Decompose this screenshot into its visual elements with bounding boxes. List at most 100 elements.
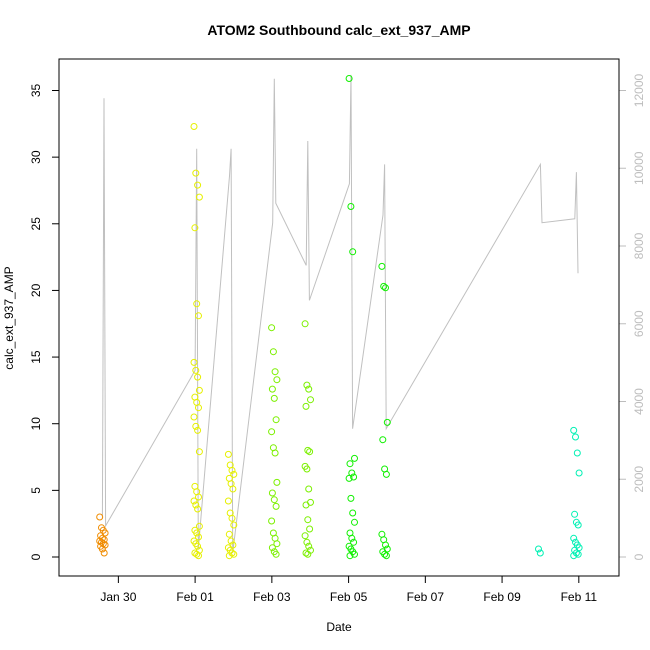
- data-point: [230, 470, 238, 478]
- data-point: [303, 381, 311, 389]
- data-point: [271, 368, 279, 376]
- data-point: [571, 510, 579, 518]
- data-point: [347, 494, 355, 502]
- y-tick-label: 35: [29, 84, 43, 98]
- data-point: [270, 496, 278, 504]
- data-point: [224, 497, 232, 505]
- data-point: [304, 516, 312, 524]
- data-point: [351, 454, 358, 462]
- x-tick-label: Jan 30: [100, 590, 136, 604]
- data-point: [570, 552, 578, 560]
- data-point: [228, 514, 236, 522]
- data-point: [382, 470, 390, 478]
- y-tick-label: 30: [29, 150, 43, 164]
- chart-title: ATOM2 Southbound calc_ext_937_AMP: [207, 22, 470, 38]
- data-point: [302, 549, 310, 557]
- data-points-layer: [96, 75, 583, 560]
- data-point: [268, 544, 276, 552]
- data-point: [379, 436, 387, 444]
- data-point: [351, 550, 358, 558]
- data-point: [195, 404, 202, 412]
- y2-tick-label: 10000: [632, 151, 646, 185]
- data-point: [225, 552, 233, 560]
- data-point: [301, 320, 309, 328]
- data-point: [192, 366, 200, 374]
- data-point: [535, 545, 542, 553]
- data-point: [225, 530, 233, 538]
- data-point: [228, 466, 236, 474]
- data-point: [227, 537, 235, 545]
- data-point: [268, 517, 276, 525]
- data-point: [193, 550, 201, 558]
- data-point: [192, 422, 200, 430]
- data-point: [268, 324, 276, 332]
- y-tick-label: 25: [29, 217, 43, 231]
- data-point: [347, 203, 355, 210]
- data-point: [382, 552, 390, 560]
- data-point: [191, 224, 199, 232]
- x-tick-label: Feb 07: [407, 590, 445, 604]
- data-point: [570, 426, 578, 434]
- x-tick-label: Feb 01: [176, 590, 214, 604]
- data-point: [272, 550, 280, 558]
- data-point: [230, 521, 238, 529]
- data-point: [194, 505, 202, 513]
- data-point: [193, 529, 201, 537]
- data-point: [350, 538, 358, 546]
- data-point: [273, 376, 281, 384]
- data-point: [195, 533, 202, 541]
- data-point: [194, 373, 202, 381]
- data-point: [270, 394, 278, 402]
- data-point: [268, 385, 276, 393]
- data-point: [349, 509, 357, 517]
- data-point: [378, 262, 386, 270]
- data-point: [96, 513, 104, 521]
- data-point: [190, 413, 198, 421]
- axes-layer: 0 5 10 15 20 25 30 35 0 2000 4000 6000 8000 10000 1200…: [29, 73, 646, 604]
- data-point: [273, 478, 281, 486]
- data-point: [345, 474, 353, 482]
- data-point: [268, 428, 276, 436]
- y-axis-label: calc_ext_937_AMP: [2, 266, 16, 369]
- data-point: [224, 450, 232, 458]
- data-point: [307, 396, 314, 404]
- x-tick-label: Feb 05: [330, 590, 368, 604]
- data-point: [572, 433, 579, 441]
- y2-tick-label: 8000: [632, 232, 646, 259]
- data-point: [301, 532, 309, 540]
- data-point: [383, 418, 391, 426]
- y2-tick-label: 2000: [632, 466, 646, 493]
- data-point: [268, 489, 276, 497]
- data-point: [305, 542, 313, 550]
- y-tick-label: 20: [29, 283, 43, 297]
- y-tick-label: 10: [29, 417, 43, 431]
- data-point: [100, 549, 108, 557]
- data-point: [574, 521, 582, 529]
- data-point: [230, 550, 238, 558]
- secondary-line-layer: [101, 74, 579, 554]
- data-point: [575, 469, 583, 477]
- data-point: [536, 549, 544, 557]
- data-point: [349, 248, 357, 256]
- data-point: [380, 282, 388, 290]
- data-point: [195, 493, 202, 501]
- x-tick-label: Feb 11: [561, 590, 598, 604]
- data-point: [351, 518, 358, 526]
- x-axis-label: Date: [326, 620, 352, 634]
- data-point: [195, 386, 203, 394]
- data-point: [193, 300, 201, 308]
- data-point: [195, 193, 203, 201]
- data-point: [194, 542, 202, 550]
- x-tick-label: Feb 09: [483, 590, 521, 604]
- data-point: [271, 449, 279, 457]
- data-point: [382, 541, 389, 549]
- data-point: [346, 552, 354, 560]
- plot-frame: [58, 58, 620, 577]
- y-tick-label: 15: [29, 350, 43, 364]
- y2-tick-label: 6000: [632, 310, 646, 337]
- data-point: [382, 284, 389, 292]
- data-point: [195, 522, 203, 530]
- data-point: [304, 446, 312, 454]
- data-point: [303, 465, 311, 473]
